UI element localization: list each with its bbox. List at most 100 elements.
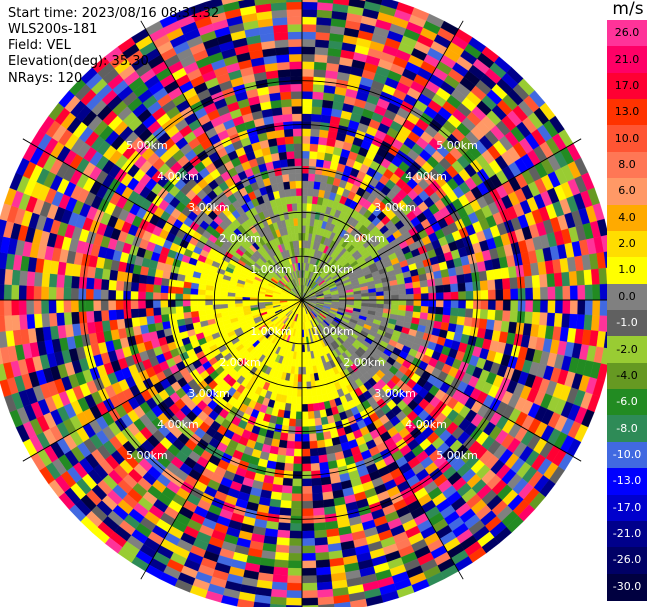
radar-gate (280, 166, 289, 175)
radar-gate (277, 144, 287, 153)
radar-gate (287, 165, 296, 175)
radar-gate (197, 299, 206, 306)
radar-gate (282, 173, 290, 183)
radar-gate (301, 113, 312, 122)
radar-gate (313, 410, 321, 419)
radar-gate (294, 426, 303, 435)
radar-gate (278, 439, 288, 449)
radar-gate (301, 150, 310, 159)
radar-gate (295, 418, 303, 427)
radar-gate (311, 113, 322, 123)
radar-gate (85, 310, 95, 323)
radar-gate (70, 299, 79, 313)
radar-gate (301, 158, 310, 167)
radar-gate (169, 319, 179, 329)
radar-gate (306, 388, 313, 397)
radar-gate (138, 316, 148, 326)
radar-gate (317, 589, 334, 598)
radar-gate (311, 477, 322, 487)
radar-gate (301, 16, 317, 25)
radar-gate (314, 544, 329, 554)
radar-gate (307, 180, 315, 189)
radar-gate (205, 289, 214, 296)
radar-gate (591, 315, 600, 332)
radar-gate (146, 275, 155, 285)
radar-gate (322, 491, 334, 501)
radar-gate (584, 299, 593, 316)
radar-gate (316, 16, 332, 26)
radar-gate (85, 288, 94, 301)
radar-gate (308, 165, 317, 175)
radar-gate (312, 500, 324, 509)
radar-gate (293, 448, 303, 457)
radar-gate (276, 454, 286, 464)
radar-gate (301, 374, 307, 383)
radar-gate (479, 309, 489, 320)
radar-gate (443, 299, 452, 308)
radar-gate (314, 46, 329, 56)
radar-gate (130, 308, 140, 319)
radar-gate (100, 299, 109, 311)
radar-gate (116, 318, 126, 330)
radar-gate (280, 91, 292, 100)
radar-gate (85, 299, 94, 312)
radar-gate (419, 280, 429, 288)
radar-gate (390, 284, 399, 291)
radar-gate (383, 295, 392, 301)
radar-gate (286, 150, 295, 160)
radar-gate (3, 299, 12, 316)
radar-gate (435, 299, 444, 308)
radar-gate (93, 278, 102, 290)
radar-gate (288, 418, 296, 427)
radar-gate (281, 485, 293, 494)
radar-gate (301, 1, 318, 10)
radar-gate (376, 295, 385, 301)
radar-gate (539, 312, 548, 326)
radar-gate (554, 286, 564, 301)
radar-gate (493, 268, 503, 280)
radar-gate (167, 285, 177, 294)
radar-gate (561, 313, 571, 329)
radar-gate (502, 278, 511, 290)
radar-gate (306, 396, 314, 405)
radar-gate (197, 288, 206, 296)
radar-gate (313, 529, 328, 539)
radar-gate (301, 530, 315, 539)
radar-gate (271, 483, 283, 493)
radar-gate (290, 508, 303, 517)
radar-gate (63, 274, 73, 289)
radar-gate (510, 299, 519, 312)
radar-gate (301, 173, 309, 182)
radar-gate (420, 286, 429, 294)
radar-gate (301, 232, 306, 241)
radar-gate (463, 273, 473, 284)
radar-gate (546, 312, 556, 327)
radar-gate (290, 403, 297, 412)
radar-gate (275, 544, 290, 554)
radar-gate (297, 381, 303, 390)
radar-gate (272, 24, 289, 34)
radar-gate (443, 292, 452, 301)
radar-gate (524, 275, 533, 289)
radar-gate (310, 136, 320, 145)
radar-gate (11, 284, 20, 301)
radar-gate (294, 441, 303, 450)
radar-gate (289, 523, 303, 532)
radar-gate (397, 283, 406, 291)
radar-gate (301, 53, 316, 62)
radar-gate (368, 295, 377, 301)
radar-gate (152, 299, 161, 308)
radar-gate (435, 292, 444, 301)
radar-gate (301, 485, 313, 495)
radar-gate (289, 530, 303, 539)
radar-gate (138, 282, 147, 292)
radar-gate (312, 507, 325, 517)
radar-gate (494, 278, 504, 291)
radar-gate (71, 275, 80, 289)
radar-gate (242, 299, 251, 304)
radar-gate (101, 268, 111, 280)
radar-gate (286, 590, 303, 599)
radar-gate (301, 98, 313, 107)
radar-gate (145, 283, 154, 293)
radar-gate (568, 270, 578, 287)
